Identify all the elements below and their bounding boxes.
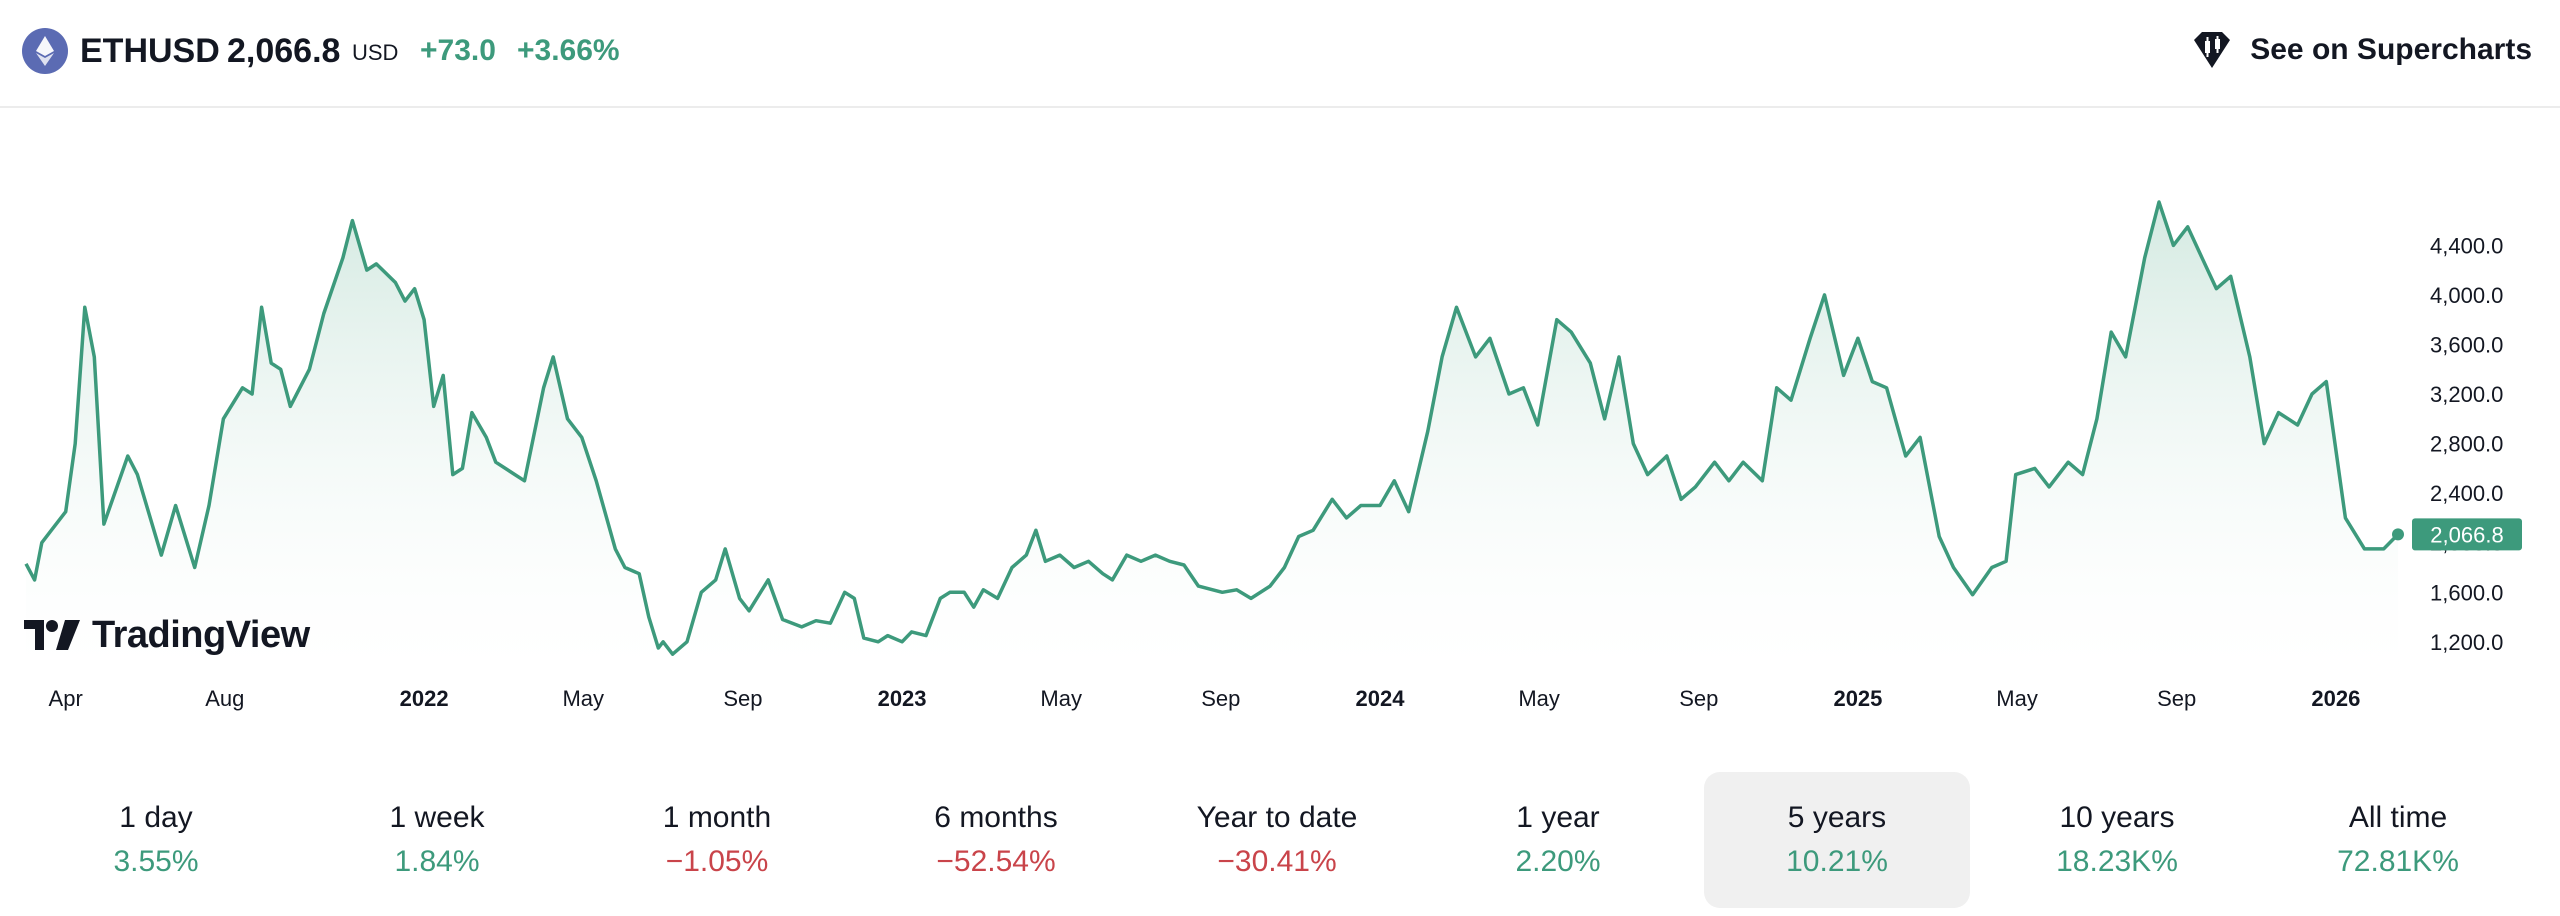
period-label: All time (2348, 801, 2448, 834)
period-change: 72.81K% (2337, 845, 2459, 878)
y-tick-label: 4,000.0 (2430, 283, 2503, 308)
y-tick-label: 2,800.0 (2430, 432, 2503, 457)
period-tab[interactable]: 10 years 18.23K% (1984, 772, 2250, 908)
x-tick-label: May (1996, 686, 2038, 711)
time-axis: Apr Aug 2022 May Sep 2023 May Sep 2024 May Sep 2025… (49, 686, 2361, 711)
x-tick-label: Sep (2157, 686, 2196, 711)
x-tick-label: May (1518, 686, 1560, 711)
period-change: 18.23K% (2056, 845, 2178, 878)
tradingview-logo[interactable]: TradingView (24, 612, 310, 658)
x-tick-label: Sep (1679, 686, 1718, 711)
x-tick-label: 2024 (1356, 686, 1406, 711)
period-tab[interactable]: 6 months −52.54% (863, 772, 1129, 908)
x-tick-label: Sep (1201, 686, 1240, 711)
ethereum-icon (22, 28, 68, 74)
x-tick-label: Aug (205, 686, 244, 711)
period-tab[interactable]: 1 week 1.84% (304, 772, 570, 908)
x-tick-label: 2022 (400, 686, 449, 711)
period-label: 1 month (662, 801, 772, 834)
price-line (24, 200, 2400, 656)
currency-code: USD (352, 40, 399, 65)
period-change: 2.20% (1515, 845, 1601, 878)
period-label: 1 year (1516, 801, 1600, 834)
period-change: 1.84% (394, 845, 480, 878)
y-tick-label: 4,400.0 (2430, 233, 2503, 258)
period-label: 6 months (934, 801, 1058, 834)
y-tick-label: 3,200.0 (2430, 382, 2503, 407)
price-change-percent: +3.66% (517, 34, 620, 67)
period-tab[interactable]: 1 year 2.20% (1425, 772, 1691, 908)
last-price-badge: 2,066.8 (2412, 518, 2522, 551)
y-tick-label: 1,200.0 (2430, 630, 2503, 655)
period-tab[interactable]: 1 day 3.55% (23, 772, 289, 908)
period-tab[interactable]: 5 years 10.21% (1704, 772, 1970, 908)
period-tab[interactable]: Year to date −30.41% (1144, 772, 1410, 908)
price-change-absolute: +73.0 (420, 34, 496, 67)
period-label: 5 years (1787, 801, 1887, 834)
last-price: 2,066.8 (227, 32, 341, 70)
last-price-badge-bg (2412, 518, 2522, 551)
see-on-supercharts-link[interactable]: See on Supercharts (2188, 24, 2532, 76)
performance-periods: 1 day 3.55% 1 week 1.84% 1 month −1.05% 6 mont… (0, 772, 2560, 908)
period-label: 1 week (389, 801, 485, 834)
period-change: −52.54% (936, 845, 1056, 878)
last-price-badge-label: 2,066.8 (2430, 522, 2503, 547)
x-tick-label: 2026 (2311, 686, 2360, 711)
symbol-name: ETHUSD (80, 32, 220, 70)
x-tick-label: May (1040, 686, 1082, 711)
period-change: 10.21% (1786, 845, 1888, 878)
supercharts-label: See on Supercharts (2250, 33, 2532, 66)
supercharts-icon (2194, 32, 2231, 68)
last-price-dot (2392, 528, 2404, 541)
x-tick-label: Sep (723, 686, 762, 711)
symbol-header: ETHUSD 2,066.8 USD +73.0 +3.66% See on S… (0, 0, 2560, 108)
period-tab[interactable]: All time 72.81K% (2265, 772, 2531, 908)
x-tick-label: May (562, 686, 604, 711)
period-change: 3.55% (113, 845, 199, 878)
period-tab[interactable]: 1 month −1.05% (584, 772, 850, 908)
price-chart[interactable]: 1,200.01,600.02,000.02,400.02,800.03,200… (0, 108, 2560, 728)
x-tick-label: 2025 (1833, 686, 1882, 711)
x-tick-label: 2023 (878, 686, 927, 711)
y-tick-label: 1,600.0 (2430, 580, 2503, 605)
period-label: 1 day (119, 801, 193, 834)
price-area-fill (26, 202, 2398, 668)
period-change: −1.05% (665, 845, 769, 878)
price-axis: 1,200.01,600.02,000.02,400.02,800.03,200… (2430, 233, 2503, 654)
y-tick-label: 2,400.0 (2430, 481, 2503, 506)
tradingview-logo-icon (24, 620, 80, 650)
tradingview-logo-text: TradingView (92, 614, 310, 656)
period-label: 10 years (2059, 801, 2175, 834)
y-tick-label: 3,600.0 (2430, 332, 2503, 357)
period-change: −30.41% (1217, 845, 1337, 878)
x-tick-label: Apr (49, 686, 83, 711)
period-label: Year to date (1196, 801, 1358, 834)
